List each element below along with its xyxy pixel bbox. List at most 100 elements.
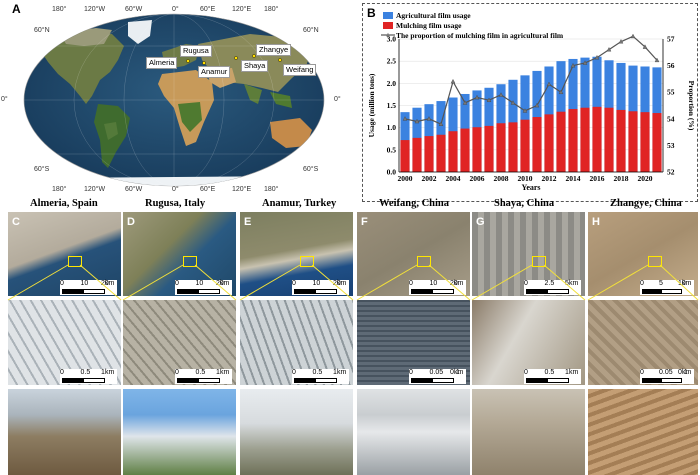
scale-bar-segment [642, 378, 663, 383]
lat-label-left: 0° [1, 96, 8, 103]
panel-letter: E [244, 216, 252, 228]
legend-marker-proportion [386, 32, 390, 37]
site-title: Weifang, China [379, 198, 450, 209]
proportion-point [438, 121, 444, 126]
scale-bar-label: 0 [175, 280, 179, 287]
scale-bar-label: 0.5 [544, 369, 555, 376]
scale-bar-label: 1 [101, 369, 105, 376]
scale-bar-segment [314, 289, 337, 294]
scale-bar-label: 2.5 [544, 280, 555, 287]
x-tick-label: 2016 [590, 174, 605, 183]
lon-label-bottom: 0° [172, 186, 179, 193]
site-title: Almeria, Spain [30, 198, 98, 209]
scale-bar-segment [294, 378, 317, 383]
proportion-point [462, 100, 468, 105]
city-label: Almeria [146, 57, 178, 69]
bar-mulching-film [640, 112, 650, 172]
y-tick-label-left: 3.0 [387, 35, 397, 44]
proportion-point [498, 92, 504, 97]
scale-bar-label: km [220, 280, 230, 287]
y-axis-label-left: Usage (million tons) [367, 73, 376, 137]
ground-photo [8, 389, 121, 475]
y-tick-label-left: 0.5 [387, 145, 397, 154]
scale-bar-label: 10 [429, 280, 438, 287]
scale-bar: 0 0.05 0.1 km [640, 369, 694, 384]
satellite-zoom-image: 0 0.05 0.1 km [357, 300, 470, 385]
scale-bar-segment [526, 289, 549, 294]
scale-bar-label: 0 [524, 280, 528, 287]
scale-bar-segment [62, 378, 85, 383]
panel-letter: C [12, 216, 20, 228]
lat-label-right: 0° [334, 96, 341, 103]
scale-bar: 0 0.5 1 km [175, 369, 232, 384]
site-title: Rugusa, Italy [145, 198, 206, 209]
legend-label: The proportion of mulching film in agric… [396, 31, 564, 40]
bar-mulching-film [556, 111, 566, 172]
lat-label-left: 60°N [34, 27, 50, 34]
panel-letter: D [127, 216, 135, 228]
proportion-point [558, 89, 564, 94]
scale-bar: 0 0.05 0.1 km [409, 369, 466, 384]
scale-bar: 0 5 10 km [640, 280, 694, 295]
scale-bar-label: 0.05 [429, 369, 444, 376]
zoom-box [648, 256, 662, 267]
bar-mulching-film [448, 131, 458, 172]
satellite-zoom-image: 0 0.5 1 km [240, 300, 353, 385]
scale-bar: 0 0.5 1 km [60, 369, 117, 384]
scale-bar-label: km [682, 280, 692, 287]
ground-photo [357, 389, 470, 475]
scale-bar-label: 0 [640, 369, 644, 376]
scale-bar-segment [546, 289, 569, 294]
legend-label: Mulching film usage [396, 21, 462, 30]
x-tick-label: 2020 [638, 174, 653, 183]
bar-mulching-film [496, 123, 506, 172]
scale-bar-segment [197, 378, 220, 383]
ground-photo [123, 389, 236, 475]
scale-bar-label: 1 [333, 369, 337, 376]
x-tick-label: 2018 [614, 174, 629, 183]
y-tick-label-left: 1.0 [387, 123, 397, 132]
zoom-box [300, 256, 314, 267]
y-axis-label-right: Proportion (%) [687, 81, 696, 131]
scale-bar: 0 2.5 5 km [524, 280, 581, 295]
x-tick-label: 2014 [566, 174, 581, 183]
proportion-point [606, 47, 612, 52]
scale-bar-segment [197, 289, 220, 294]
scale-bar-segment [411, 378, 434, 383]
panel-letter: G [476, 216, 485, 228]
satellite-zoom-image: 0 0.05 0.1 km [588, 300, 698, 385]
scale-bar-label: 0.1 [678, 369, 688, 376]
bar-mulching-film [604, 107, 614, 172]
y-tick-label-left: 2.5 [387, 57, 397, 66]
proportion-point [414, 118, 420, 124]
scale-bar-segment [314, 378, 337, 383]
lon-label-top: 180° [52, 6, 67, 13]
scale-bar-label: km [220, 369, 230, 376]
satellite-overview-image: C 0 10 20 km [8, 212, 121, 296]
lon-label-top: 60°W [125, 6, 143, 13]
scale-bar-label: 0 [292, 280, 296, 287]
city-label: Zhangye [256, 44, 292, 56]
lon-label-top: 120°W [84, 6, 106, 13]
scale-bar-label: 0 [640, 280, 644, 287]
zoom-box [417, 256, 431, 267]
proportion-point [582, 60, 588, 65]
scale-bar-segment [411, 289, 434, 294]
bar-mulching-film [520, 119, 530, 172]
world-map-panel: A [0, 0, 355, 205]
proportion-point [630, 33, 636, 39]
scale-bar-label: 0.5 [312, 369, 323, 376]
bar-mulching-film [508, 122, 518, 172]
proportion-point [546, 81, 552, 87]
satellite-overview-image: G 0 2.5 5 km [472, 212, 585, 296]
scale-bar-label: km [337, 369, 347, 376]
lon-label-bottom: 180° [52, 186, 67, 193]
lon-label-bottom: 60°E [200, 186, 216, 193]
scale-bar-label: 5 [659, 280, 663, 287]
proportion-point [486, 97, 492, 102]
bar-mulching-film [472, 127, 482, 172]
city-label: Shaya [241, 60, 269, 72]
bar-mulching-film [424, 136, 434, 172]
scale-bar-label: 0 [409, 280, 413, 287]
legend-label: Agricultural film usage [396, 11, 471, 20]
